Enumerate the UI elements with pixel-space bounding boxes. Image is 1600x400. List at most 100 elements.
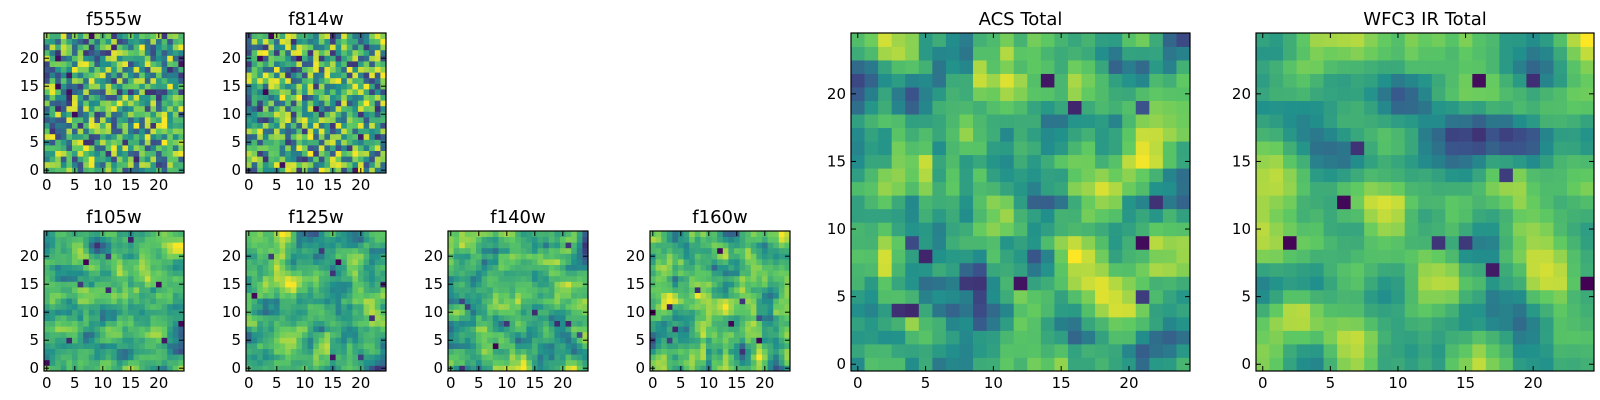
heatmap-cell [453,354,460,361]
heatmap-cell [1485,195,1500,210]
heatmap-cell [49,117,56,123]
heatmap-cell [296,117,303,123]
heatmap-cell [537,315,544,321]
heatmap-cell [1256,168,1270,183]
heatmap-cell [262,287,269,293]
x-tick-label: 10 [699,374,718,392]
heatmap-cell [526,326,533,333]
heatmap-cell [369,122,376,129]
heatmap-cell [60,236,67,243]
heatmap-cell [878,249,893,264]
heatmap-cell [1067,357,1082,372]
heatmap-cell [335,122,342,129]
heatmap-cell [554,331,561,338]
heatmap-cell [1149,73,1164,88]
heatmap-cell [324,49,331,56]
heatmap-cell [352,337,359,344]
heatmap-cell [711,326,718,333]
heatmap-cell [274,253,280,260]
heatmap-cell [262,337,269,344]
heatmap-cell [504,315,510,321]
heatmap-cell [374,359,381,366]
heatmap-cell [72,264,78,271]
heatmap-cell [773,326,780,333]
heatmap-cell [296,77,303,84]
heatmap-cell [689,343,696,349]
heatmap-cell [302,94,308,101]
heatmap-cell [683,298,690,305]
heatmap-cell [1553,195,1568,210]
heatmap-cell [762,236,768,243]
heatmap-cell [302,122,308,129]
heatmap-cell [49,259,56,265]
heatmap-cell [60,320,67,327]
heatmap-cell [83,38,90,45]
heatmap-cell [878,343,893,358]
heatmap-cell [560,354,566,361]
heatmap-cell [918,168,933,183]
heatmap-cell [492,253,499,260]
heatmap-cell [722,264,729,271]
heatmap-cell [330,247,336,254]
heatmap-cell [105,83,112,90]
heatmap-cell [285,303,292,310]
heatmap-cell [296,359,303,366]
heatmap-cell [290,105,297,112]
heatmap-cell [683,303,690,310]
heatmap-cell [128,72,134,79]
heatmap-cell [330,253,336,260]
heatmap-cell [335,315,342,321]
heatmap-cell [358,156,364,163]
heatmap-cell [116,275,123,282]
heatmap-cell [1445,195,1460,210]
heatmap-cell [1054,276,1069,291]
heatmap-cell [77,231,84,237]
heatmap-cell [1337,357,1352,372]
heatmap-cell [650,242,656,249]
heatmap-cell [369,111,376,118]
heatmap-cell [1027,100,1042,115]
heatmap-cell [72,161,78,168]
heatmap-cell [307,49,314,56]
heatmap-cell [178,354,185,361]
heatmap-cell [144,117,151,123]
heatmap-cell [251,161,258,168]
heatmap-cell [335,117,342,123]
heatmap-cell [734,253,740,260]
heatmap-cell [133,49,140,56]
heatmap-cell [83,348,90,355]
heatmap-cell [1176,262,1191,277]
heatmap-cell [60,105,67,112]
heatmap-cell [150,94,157,101]
heatmap-cell [49,83,56,90]
heatmap-cell [60,61,67,67]
heatmap-cell [520,264,527,271]
heatmap-cell [773,320,780,327]
heatmap-cell [296,337,303,344]
heatmap-cell [55,236,62,243]
heatmap-cell [262,72,269,79]
heatmap-cell [139,270,146,277]
heatmap-cell [745,348,752,355]
heatmap-cell [1122,60,1137,74]
heatmap-cell [515,309,522,316]
heatmap-cell [330,133,336,140]
heatmap-cell [778,331,785,338]
heatmap-cell [55,326,62,333]
heatmap-cell [274,133,280,140]
heatmap-cell [891,127,906,142]
heatmap-cell [77,133,84,140]
heatmap-cell [262,236,269,243]
heatmap-cell [122,270,129,277]
heatmap-cell [257,359,264,366]
heatmap-cell [959,141,974,156]
heatmap-cell [296,111,303,118]
heatmap-cell [352,161,359,168]
heatmap-cell [116,292,123,299]
heatmap-cell [1499,343,1514,358]
heatmap-cell [246,354,252,361]
heatmap-cell [49,303,56,310]
heatmap-cell [1135,303,1150,318]
y-tick-label: 5 [836,288,846,306]
